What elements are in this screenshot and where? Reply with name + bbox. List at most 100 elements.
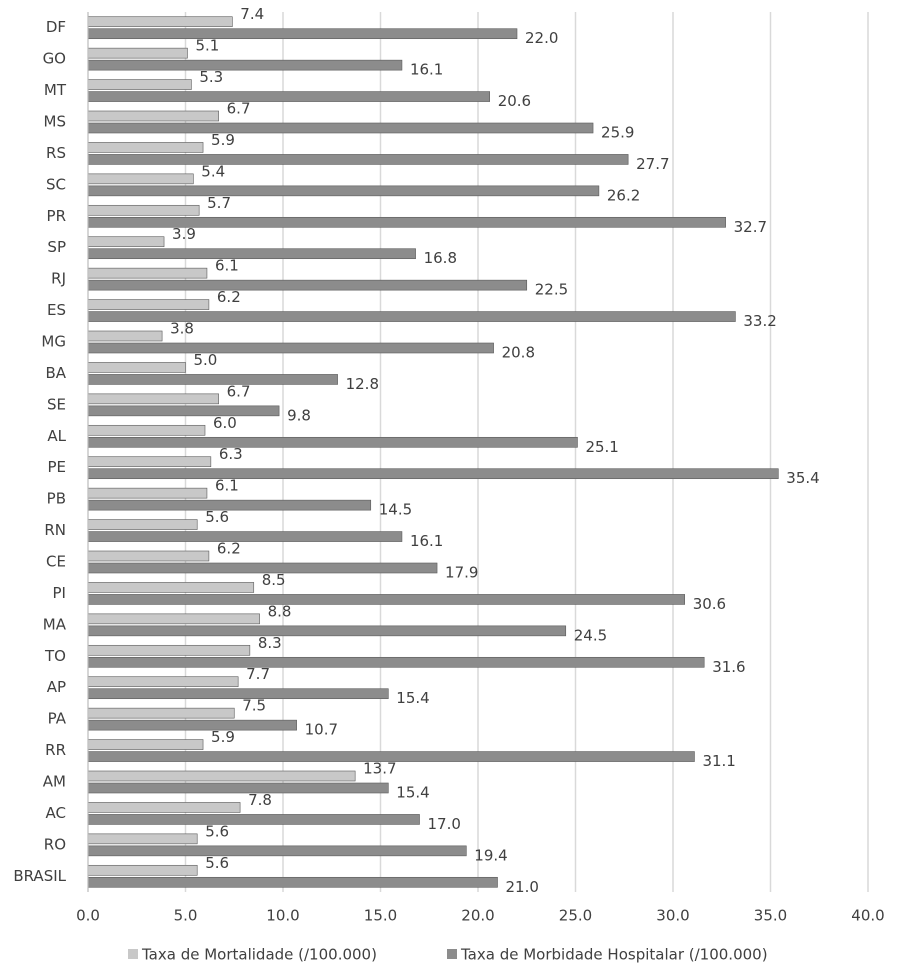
bar xyxy=(87,656,705,668)
value-label: 6.0 xyxy=(213,414,237,432)
x-tick-label: 35.0 xyxy=(754,907,787,925)
y-tick-label: AM xyxy=(43,773,66,791)
y-tick-label: SE xyxy=(47,395,66,413)
bar xyxy=(87,582,255,593)
value-label: 25.9 xyxy=(601,124,634,142)
x-tick-label: 30.0 xyxy=(656,907,689,925)
bar xyxy=(87,468,779,480)
value-label: 3.9 xyxy=(172,225,196,243)
x-tick-label: 20.0 xyxy=(461,907,494,925)
value-label: 6.1 xyxy=(215,477,239,495)
bar xyxy=(87,79,192,90)
value-label: 19.4 xyxy=(474,846,507,864)
legend-swatch xyxy=(128,949,138,959)
y-tick-label: ES xyxy=(47,301,66,319)
bar xyxy=(87,405,280,417)
value-label: 12.8 xyxy=(346,375,379,393)
value-label: 5.6 xyxy=(205,822,229,840)
bar xyxy=(87,91,491,102)
value-label: 5.0 xyxy=(194,351,218,369)
y-tick-label: CE xyxy=(46,553,66,571)
bar xyxy=(87,644,251,656)
y-tick-label: RS xyxy=(46,144,66,162)
value-label: 6.3 xyxy=(219,445,243,463)
value-label: 15.4 xyxy=(396,784,429,802)
y-tick-label: MG xyxy=(41,333,66,351)
bar xyxy=(87,456,212,468)
bar xyxy=(87,204,200,216)
value-label: 7.8 xyxy=(248,791,272,809)
bar xyxy=(87,613,260,625)
y-tick-label: AP xyxy=(47,678,66,696)
value-label: 9.8 xyxy=(287,406,311,424)
bar xyxy=(87,59,403,71)
bar xyxy=(87,719,297,731)
value-label: 5.9 xyxy=(211,131,235,149)
y-tick-label: DF xyxy=(46,18,66,36)
bar xyxy=(87,688,389,700)
value-label: 6.1 xyxy=(215,257,239,275)
value-label: 32.7 xyxy=(734,218,767,236)
value-label: 7.5 xyxy=(242,697,266,715)
value-label: 30.6 xyxy=(693,595,726,613)
bar xyxy=(87,248,416,260)
x-tick-label: 10.0 xyxy=(266,907,299,925)
bar xyxy=(87,16,233,28)
bar xyxy=(87,625,567,637)
y-tick-label: SP xyxy=(47,238,66,256)
x-tick-label: 5.0 xyxy=(174,907,198,925)
value-label: 35.4 xyxy=(786,469,819,487)
bar xyxy=(87,393,219,405)
bar xyxy=(87,550,210,562)
y-tick-label: MT xyxy=(44,81,67,99)
value-label: 5.3 xyxy=(199,68,223,86)
value-label: 16.8 xyxy=(424,249,457,267)
y-tick-label: PR xyxy=(47,207,66,225)
x-tick-label: 25.0 xyxy=(559,907,592,925)
x-tick-label: 0.0 xyxy=(76,907,100,925)
bar xyxy=(87,362,186,373)
value-label: 3.8 xyxy=(170,320,194,338)
y-tick-label: RO xyxy=(44,835,66,853)
value-label: 5.7 xyxy=(207,194,231,212)
y-tick-label: PE xyxy=(47,458,66,476)
value-label: 26.2 xyxy=(607,186,640,204)
value-label: 22.0 xyxy=(525,29,558,47)
bar xyxy=(87,833,198,845)
value-label: 15.4 xyxy=(396,689,429,707)
bar xyxy=(87,267,208,279)
bar xyxy=(87,122,594,134)
value-label: 22.5 xyxy=(535,281,568,299)
bar xyxy=(87,499,372,511)
bar xyxy=(87,531,403,542)
value-label: 5.9 xyxy=(211,728,235,746)
value-label: 6.2 xyxy=(217,540,241,558)
bar xyxy=(87,142,204,153)
y-tick-label: SC xyxy=(46,175,66,193)
value-label: 6.2 xyxy=(217,288,241,306)
bar xyxy=(87,154,629,165)
value-label: 6.7 xyxy=(227,100,251,118)
bar xyxy=(87,299,210,310)
value-label: 33.2 xyxy=(743,312,776,330)
bar xyxy=(87,864,198,876)
value-label: 5.1 xyxy=(195,37,219,55)
y-tick-label: BRASIL xyxy=(13,867,66,885)
value-label: 8.5 xyxy=(262,571,286,589)
legend-label: Taxa de Morbidade Hospitalar (/100.000) xyxy=(460,946,768,964)
y-tick-label: RR xyxy=(45,741,66,759)
bar xyxy=(87,374,338,385)
value-label: 20.6 xyxy=(498,92,531,110)
bar xyxy=(87,487,208,499)
bar xyxy=(87,594,686,605)
y-tick-label: AL xyxy=(47,427,66,445)
legend-label: Taxa de Mortalidade (/100.000) xyxy=(141,946,377,964)
value-label: 16.1 xyxy=(410,61,443,79)
value-label: 10.7 xyxy=(305,721,338,739)
y-tick-label: PA xyxy=(48,710,67,728)
bar xyxy=(87,814,420,825)
bar xyxy=(87,707,235,719)
y-tick-label: MS xyxy=(44,113,66,131)
value-label: 7.7 xyxy=(246,665,270,683)
